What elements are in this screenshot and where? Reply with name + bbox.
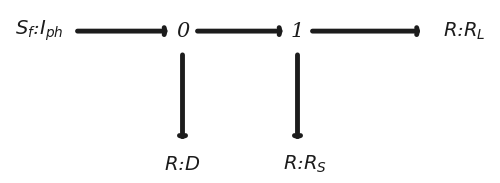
Text: $R$:$R_L$: $R$:$R_L$: [442, 20, 485, 42]
Text: $R$:$R_S$: $R$:$R_S$: [283, 154, 327, 175]
Text: $S_f$:$I_{ph}$: $S_f$:$I_{ph}$: [15, 19, 64, 43]
Text: 1: 1: [291, 22, 304, 41]
Text: 0: 0: [176, 22, 189, 41]
Text: $R$:$D$: $R$:$D$: [164, 156, 200, 174]
